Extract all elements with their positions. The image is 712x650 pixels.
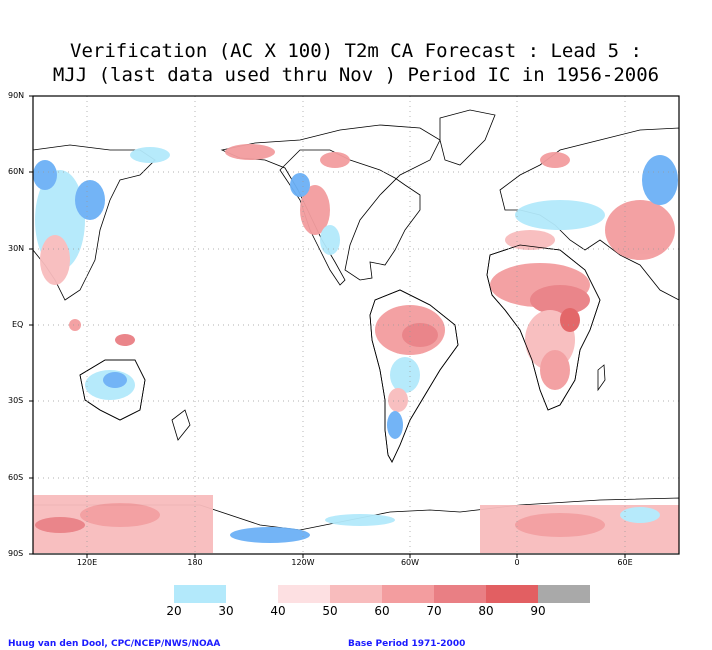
legend-label-50: 50: [322, 604, 338, 618]
legend-swatch-50-60: [330, 585, 382, 603]
lat-label-60s: 60S: [8, 473, 24, 482]
legend-swatch-30-40: [226, 585, 278, 603]
lon-label-0: 0: [514, 558, 520, 567]
legend-label-40: 40: [270, 604, 286, 618]
base-period-note: Base Period 1971-2000: [348, 639, 466, 649]
north-america: [220, 124, 441, 286]
legend-swatch-80-90: [486, 585, 538, 603]
map-title-line-2: MJJ (last data used thru Nov ) Period IC…: [52, 64, 660, 86]
legend-label-70: 70: [426, 604, 442, 618]
legend-label-30: 30: [218, 604, 234, 618]
lat-label-30n: 30N: [8, 244, 25, 253]
legend-swatch-70-80: [434, 585, 486, 603]
lat-label-60n: 60N: [8, 167, 25, 176]
lon-label-60e: 60E: [617, 558, 633, 567]
legend-label-20: 20: [166, 604, 182, 618]
lon-label-120e: 120E: [76, 558, 98, 567]
map-title-line-1: Verification (AC X 100) T2m CA Forecast …: [70, 40, 642, 62]
lon-label-60w: 60W: [400, 558, 420, 567]
legend-label-80: 80: [478, 604, 494, 618]
lat-label-30s: 30S: [8, 396, 24, 405]
new-zealand: [171, 409, 191, 441]
legend-swatch-90-plus: [538, 585, 590, 603]
legend-swatch-20-30: [174, 585, 226, 603]
lat-label-90s: 90S: [8, 549, 24, 558]
legend-swatch-40-50: [278, 585, 330, 603]
legend-label-60: 60: [374, 604, 390, 618]
legend-label-90: 90: [530, 604, 546, 618]
lat-label-90n: 90N: [8, 91, 25, 100]
greenland: [439, 109, 496, 166]
author-credit: Huug van den Dool, CPC/NCEP/NWS/NOAA: [8, 639, 221, 649]
lat-label-eq: EQ: [12, 320, 24, 329]
lon-label-180: 180: [187, 558, 203, 567]
legend-swatch-60-70: [382, 585, 434, 603]
lon-label-120w: 120W: [291, 558, 315, 567]
skill-shading: [33, 144, 679, 553]
madagascar: [597, 364, 606, 392]
